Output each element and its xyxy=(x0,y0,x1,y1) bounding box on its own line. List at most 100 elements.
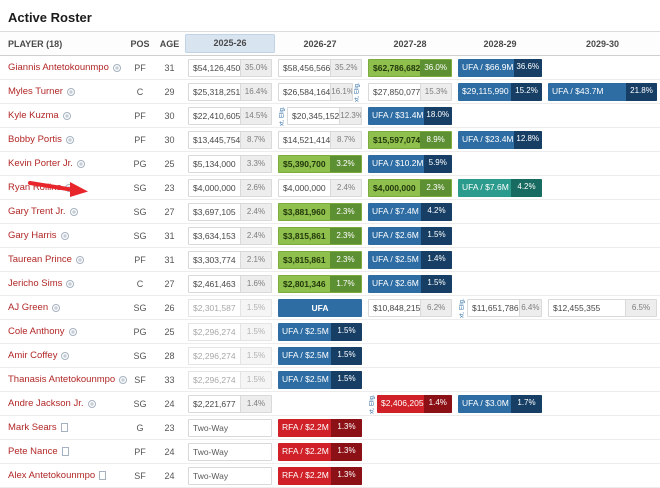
table-body: Giannis Antetokounmpo PF 31 $54,126,450 35.0… xyxy=(0,56,660,488)
contract-doc-icon[interactable] xyxy=(99,471,107,480)
player-age: 24 xyxy=(164,398,175,409)
cap-percentage: 1.5% xyxy=(240,323,271,340)
salary-cell: $11,651,786 6.4% xyxy=(467,298,542,317)
player-info-icon[interactable] xyxy=(66,87,75,96)
salary-cell: $2,461,463 1.6% xyxy=(188,274,272,293)
salary-cell: UFA / $10.2M 5.9% xyxy=(368,154,452,173)
salary-cell: $3,815,861 2.3% xyxy=(278,226,362,245)
extension-eligible-marker: xt. Elig. xyxy=(459,297,466,318)
player-link[interactable]: Kevin Porter Jr. xyxy=(8,158,73,169)
salary-cell: $4,000,000 2.6% xyxy=(188,178,272,197)
player-link[interactable]: Thanasis Antetokounmpo xyxy=(8,374,116,385)
player-info-icon[interactable] xyxy=(65,183,74,192)
player-info-icon[interactable] xyxy=(119,375,128,384)
player-link[interactable]: Bobby Portis xyxy=(8,134,62,145)
salary-value: UFA / $31.4M xyxy=(372,109,424,120)
player-link[interactable]: Mark Sears xyxy=(8,422,57,433)
player-link[interactable]: Kyle Kuzma xyxy=(8,110,59,121)
salary-cell: UFA / $31.4M 18.0% xyxy=(368,106,452,125)
salary-cell: $12,455,355 6.5% xyxy=(548,298,657,317)
salary-value: $4,000,000 xyxy=(283,182,326,193)
salary-value: $15,597,074 xyxy=(373,134,421,145)
salary-cell: $2,296,274 1.5% xyxy=(188,370,272,389)
cap-percentage: 1.3% xyxy=(331,442,362,461)
cap-percentage: 12.8% xyxy=(513,130,542,149)
player-info-icon[interactable] xyxy=(76,159,85,168)
cap-percentage: 8.9% xyxy=(420,131,451,148)
table-row: Giannis Antetokounmpo PF 31 $54,126,450 35.0… xyxy=(0,56,660,80)
player-info-icon[interactable] xyxy=(112,63,121,72)
player-cell: Taurean Prince xyxy=(0,254,126,265)
salary-value: $11,651,786 xyxy=(472,302,519,313)
player-position: SG xyxy=(133,206,147,217)
player-age: 27 xyxy=(164,206,175,217)
player-link[interactable]: Giannis Antetokounmpo xyxy=(8,62,109,73)
season-slot: $26,584,164 16.1% xt. Elig. xyxy=(275,80,365,104)
season-slot: $3,815,861 2.3% xyxy=(275,226,365,245)
player-link[interactable]: AJ Green xyxy=(8,302,49,313)
player-info-icon[interactable] xyxy=(68,327,77,336)
season-slot: $2,221,677 1.4% xyxy=(185,394,275,413)
player-link[interactable]: Ryan Rollins xyxy=(8,182,62,193)
player-link[interactable]: Taurean Prince xyxy=(8,254,72,265)
salary-cell: $2,296,274 1.5% xyxy=(188,322,272,341)
column-header-age: AGE xyxy=(159,38,180,49)
player-link[interactable]: Amir Coffey xyxy=(8,350,58,361)
salary-value: $3,697,105 xyxy=(193,206,236,217)
player-link[interactable]: Andre Jackson Jr. xyxy=(8,398,84,409)
season-slot: $5,390,700 3.2% xyxy=(275,154,365,173)
player-age: 31 xyxy=(164,254,175,265)
salary-cell: UFA / $2.6M 1.5% xyxy=(368,226,452,245)
player-age: 26 xyxy=(164,302,175,313)
player-link[interactable]: Alex Antetokounmpo xyxy=(8,470,96,481)
player-link[interactable]: Gary Trent Jr. xyxy=(8,206,66,217)
cap-percentage: 6.2% xyxy=(420,299,451,316)
season-slot: $2,296,274 1.5% xyxy=(185,346,275,365)
player-info-icon[interactable] xyxy=(87,399,96,408)
player-cell: Gary Harris xyxy=(0,230,126,241)
season-slot: RFA / $2.2M 1.3% xyxy=(275,466,365,485)
salary-cell: $10,848,215 6.2% xyxy=(368,298,452,317)
salary-cell: $2,301,587 1.5% xyxy=(188,298,272,317)
salary-cell: $14,521,414 8.7% xyxy=(278,130,362,149)
player-link[interactable]: Gary Harris xyxy=(8,230,57,241)
salary-cell: $15,597,074 8.9% xyxy=(368,130,452,149)
page-title: Active Roster xyxy=(8,10,92,25)
player-info-icon[interactable] xyxy=(69,207,78,216)
player-info-icon[interactable] xyxy=(52,303,61,312)
player-info-icon[interactable] xyxy=(62,111,71,120)
salary-value: $2,221,677 xyxy=(193,398,236,409)
table-row: Thanasis Antetokounmpo SF 33 $2,296,274 1.5%… xyxy=(0,368,660,392)
player-link[interactable]: Pete Nance xyxy=(8,446,58,457)
table-row: Jericho Sims C 27 $2,461,463 1.6% $2,801,346 1… xyxy=(0,272,660,296)
cap-percentage: 2.3% xyxy=(330,227,361,244)
contract-doc-icon[interactable] xyxy=(61,447,69,456)
season-slot: $27,850,077 15.3% xyxy=(365,82,455,101)
season-slot: $13,445,754 8.7% xyxy=(185,130,275,149)
player-info-icon[interactable] xyxy=(75,255,84,264)
player-link[interactable]: Myles Turner xyxy=(8,86,63,97)
player-position: PF xyxy=(134,134,146,145)
player-cell: Ryan Rollins xyxy=(0,182,126,193)
salary-value: $27,850,077 xyxy=(373,86,421,97)
player-cell: Myles Turner xyxy=(0,86,126,97)
cap-percentage: 2.4% xyxy=(240,227,271,244)
player-age: 28 xyxy=(164,350,175,361)
player-position: SF xyxy=(134,374,146,385)
salary-value: UFA / $7.6M xyxy=(462,181,509,192)
player-info-icon[interactable] xyxy=(65,135,74,144)
salary-value: Two-Way xyxy=(193,470,229,481)
contract-doc-icon[interactable] xyxy=(60,423,68,432)
player-link[interactable]: Jericho Sims xyxy=(8,278,63,289)
salary-cell: UFA / $2.6M 1.5% xyxy=(368,274,452,293)
player-info-icon[interactable] xyxy=(60,231,69,240)
player-info-icon[interactable] xyxy=(61,351,70,360)
salary-value: UFA / $23.4M xyxy=(462,133,514,144)
salary-cell: Two-Way xyxy=(188,442,272,461)
salary-cell: $20,345,152 12.3% xyxy=(287,106,362,125)
column-header-season-2028-29: 2028-29 xyxy=(483,38,517,49)
player-position: PF xyxy=(134,62,146,73)
salary-cell: $5,134,000 3.3% xyxy=(188,154,272,173)
player-info-icon[interactable] xyxy=(66,279,75,288)
player-link[interactable]: Cole Anthony xyxy=(8,326,65,337)
